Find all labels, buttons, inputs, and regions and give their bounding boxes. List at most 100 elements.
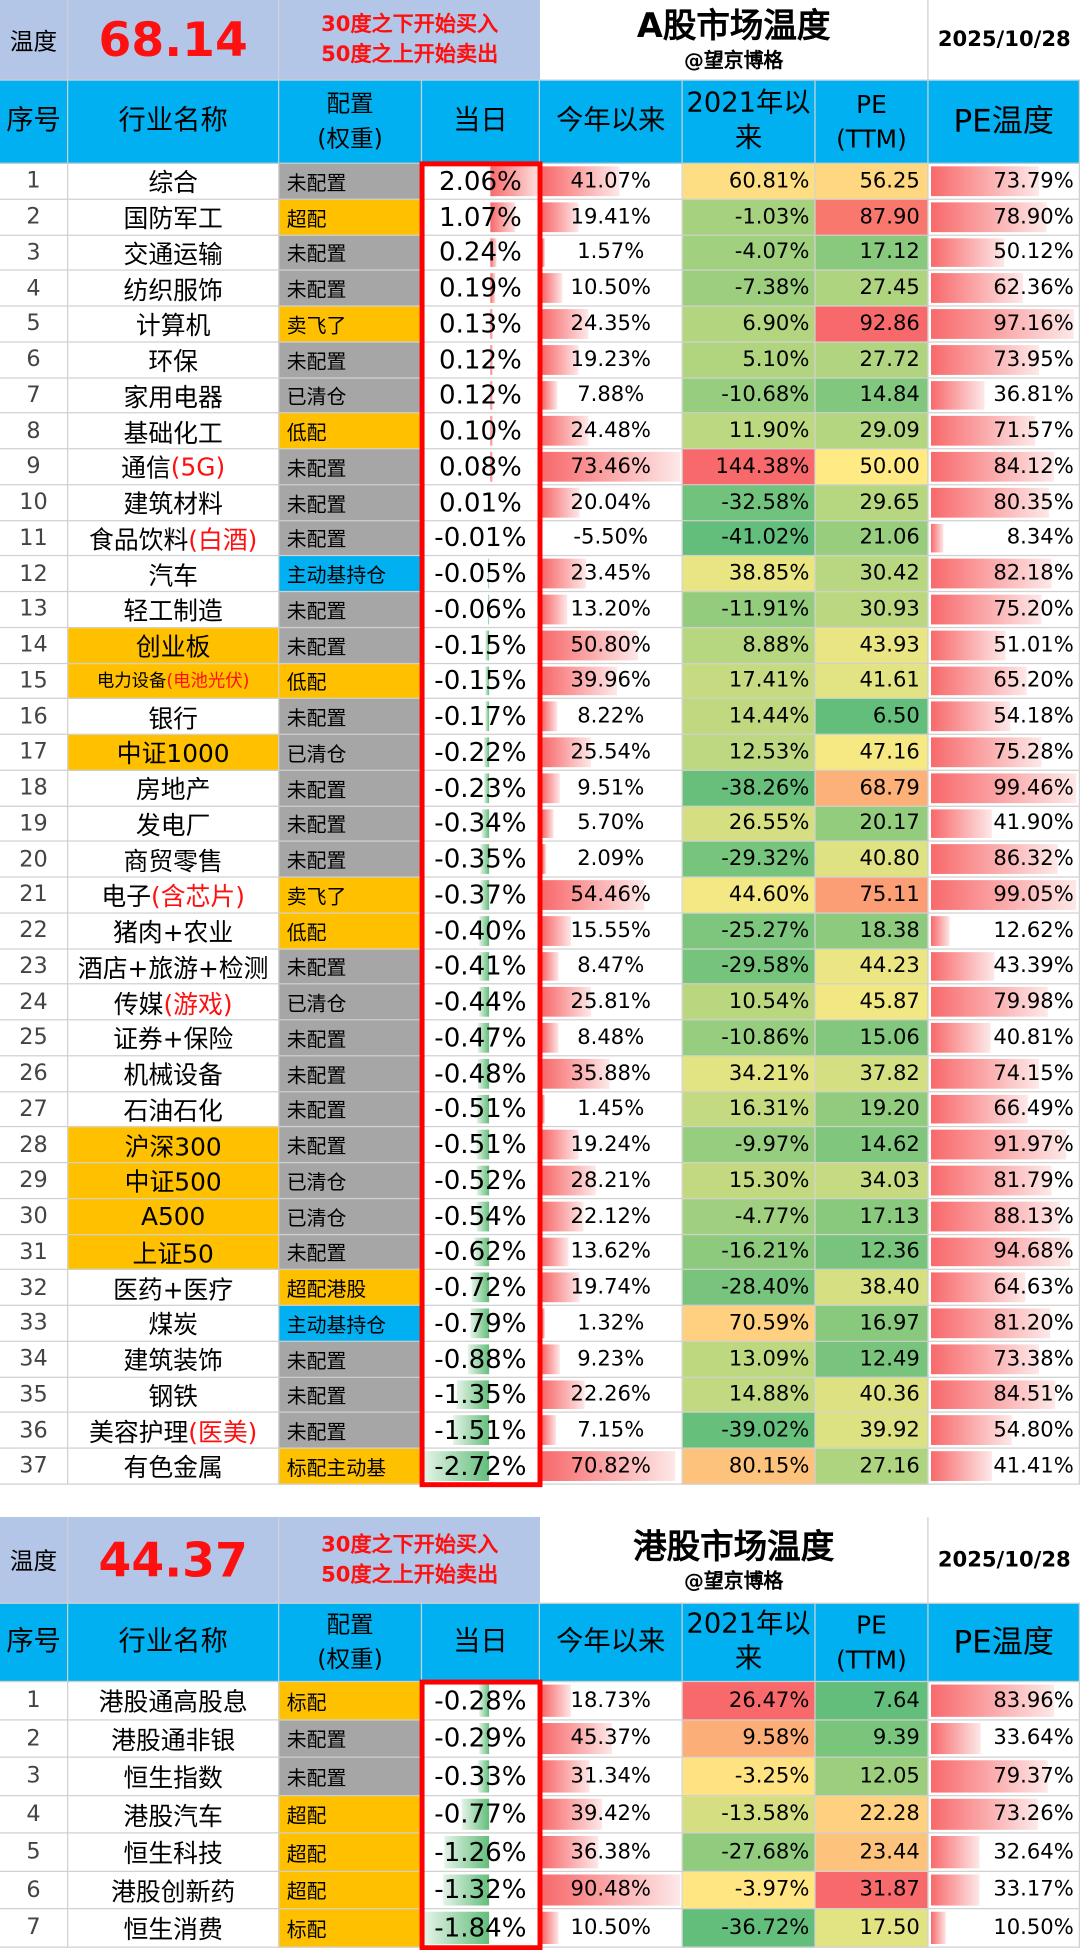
name-note: (含芯片) bbox=[151, 878, 245, 913]
pe-temp-bar bbox=[931, 1836, 979, 1868]
since-2021: -16.21% bbox=[683, 1235, 816, 1271]
industry-name: 电力设备(电池光伏) bbox=[68, 664, 279, 700]
ytd-change: 8.48% bbox=[540, 1020, 683, 1056]
allocation: 超配 bbox=[279, 1871, 422, 1909]
pe-temp-text: 41.90% bbox=[993, 811, 1073, 836]
ytd-change: 9.51% bbox=[540, 771, 683, 807]
ytd-change: 13.20% bbox=[540, 592, 683, 628]
ytd-text: 19.41% bbox=[571, 204, 651, 229]
ytd-text: 24.35% bbox=[571, 311, 651, 336]
ytd-change: 31.34% bbox=[540, 1758, 683, 1796]
row-number: 22 bbox=[0, 913, 68, 949]
industry-name: 恒生科技 bbox=[68, 1834, 279, 1872]
ytd-text: 23.45% bbox=[571, 561, 651, 586]
pe-temp-text: 94.68% bbox=[993, 1239, 1073, 1264]
name-text: 家用电器 bbox=[124, 378, 223, 413]
allocation: 未配置 bbox=[279, 949, 422, 985]
industry-name: 汽车 bbox=[68, 556, 279, 592]
ytd-text: -5.50% bbox=[573, 526, 648, 551]
row-number: 4 bbox=[0, 1796, 68, 1834]
allocation: 主动基持仓 bbox=[279, 1306, 422, 1342]
pe-temperature: 71.57% bbox=[929, 414, 1080, 450]
day-text: -0.54% bbox=[434, 1201, 526, 1231]
since-2021: -1.03% bbox=[683, 200, 816, 236]
day-change: -0.23% bbox=[422, 771, 540, 807]
pe-ttm: 17.50 bbox=[816, 1909, 929, 1947]
temp-value: 44.37 bbox=[68, 1517, 279, 1604]
industry-name: 交通运输 bbox=[68, 235, 279, 271]
row-number: 12 bbox=[0, 556, 68, 592]
pe-temperature: 73.79% bbox=[929, 164, 1080, 200]
name-text: 纺织服饰 bbox=[124, 271, 223, 306]
pe-temp-text: 73.95% bbox=[993, 347, 1073, 372]
day-change: -0.52% bbox=[422, 1163, 540, 1199]
pe-temp-text: 91.97% bbox=[993, 1132, 1073, 1157]
day-change: -0.22% bbox=[422, 735, 540, 771]
pe-ttm: 92.86 bbox=[816, 307, 929, 343]
row-number: 37 bbox=[0, 1449, 68, 1485]
ytd-change: 5.70% bbox=[540, 806, 683, 842]
name-text: 发电厂 bbox=[136, 806, 210, 841]
day-change: -0.35% bbox=[422, 842, 540, 878]
ytd-text: 7.15% bbox=[577, 1418, 644, 1443]
day-text: -0.62% bbox=[434, 1237, 526, 1267]
ytd-bar bbox=[542, 1415, 555, 1444]
since-2021: 14.88% bbox=[683, 1377, 816, 1413]
ytd-change: 28.21% bbox=[540, 1163, 683, 1199]
allocation: 未配置 bbox=[279, 1092, 422, 1128]
day-change: 0.01% bbox=[422, 485, 540, 521]
since-2021: 17.41% bbox=[683, 664, 816, 700]
pe-temperature: 64.63% bbox=[929, 1270, 1080, 1306]
industry-name: 环保 bbox=[68, 342, 279, 378]
name-text: 港股汽车 bbox=[124, 1796, 223, 1832]
day-text: 0.12% bbox=[439, 380, 522, 410]
pe-temp-bar bbox=[931, 523, 943, 552]
allocation: 已清仓 bbox=[279, 985, 422, 1021]
industry-name: 有色金属 bbox=[68, 1449, 279, 1485]
pe-ttm: 30.93 bbox=[816, 592, 929, 628]
title-cell: A股市场温度@望京博格 bbox=[540, 0, 929, 81]
name-text: 计算机 bbox=[136, 307, 210, 342]
row-number: 24 bbox=[0, 985, 68, 1021]
day-text: -0.48% bbox=[434, 1058, 526, 1088]
since-2021: 5.10% bbox=[683, 342, 816, 378]
pe-temp-text: 86.32% bbox=[993, 847, 1073, 872]
ytd-text: 25.54% bbox=[571, 740, 651, 765]
day-text: -0.01% bbox=[434, 523, 526, 553]
row-number: 7 bbox=[0, 378, 68, 414]
note: 30度之下开始买入 bbox=[321, 1530, 498, 1560]
note: 50度之上开始卖出 bbox=[321, 40, 498, 70]
pe-ttm: 43.93 bbox=[816, 628, 929, 664]
pe-temperature: 80.35% bbox=[929, 485, 1080, 521]
pe-temp-text: 43.39% bbox=[993, 954, 1073, 979]
column-header: 配置(权重) bbox=[279, 81, 422, 164]
ytd-change: 9.23% bbox=[540, 1342, 683, 1378]
row-number: 17 bbox=[0, 735, 68, 771]
name-text: 食品饮料 bbox=[89, 521, 188, 556]
day-change: 1.07% bbox=[422, 200, 540, 236]
day-change: -0.29% bbox=[422, 1720, 540, 1758]
pe-temperature: 65.20% bbox=[929, 664, 1080, 700]
ytd-text: 25.81% bbox=[571, 990, 651, 1015]
pe-ttm: 27.45 bbox=[816, 271, 929, 307]
day-change: -0.06% bbox=[422, 592, 540, 628]
since-2021: 12.53% bbox=[683, 735, 816, 771]
header-line: 当日 bbox=[453, 1625, 508, 1660]
ytd-text: 19.74% bbox=[571, 1275, 651, 1300]
day-text: -0.72% bbox=[434, 1273, 526, 1303]
day-change: 0.08% bbox=[422, 449, 540, 485]
name-text: 沪深300 bbox=[125, 1127, 222, 1162]
pe-temperature: 75.20% bbox=[929, 592, 1080, 628]
industry-name: 轻工制造 bbox=[68, 592, 279, 628]
industry-name: 发电厂 bbox=[68, 806, 279, 842]
day-text: 0.10% bbox=[439, 416, 522, 446]
ytd-change: 1.32% bbox=[540, 1306, 683, 1342]
row-number: 16 bbox=[0, 699, 68, 735]
allocation: 已清仓 bbox=[279, 378, 422, 414]
row-number: 19 bbox=[0, 806, 68, 842]
ytd-text: 73.46% bbox=[571, 454, 651, 479]
pe-ttm: 75.11 bbox=[816, 878, 929, 914]
pe-temp-text: 83.96% bbox=[993, 1688, 1073, 1713]
day-change: -0.51% bbox=[422, 1127, 540, 1163]
